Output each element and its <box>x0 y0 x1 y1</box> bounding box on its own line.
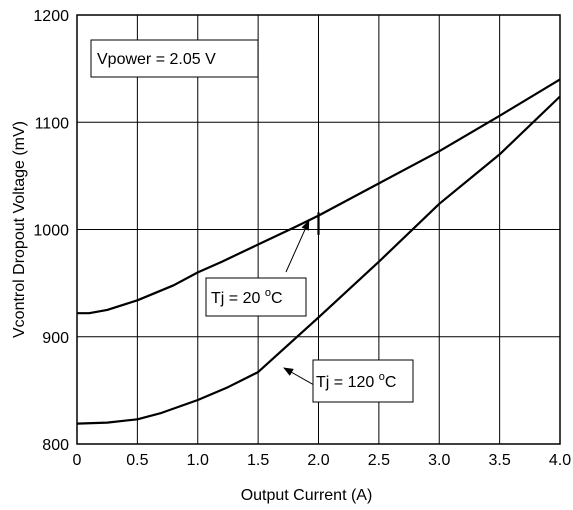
tj20-annotation-degree: o <box>265 287 271 299</box>
x-tick-label: 0.5 <box>126 452 148 469</box>
y-tick-label: 1000 <box>33 223 69 240</box>
tj20-annotation-base: Tj = 20 <box>211 290 265 307</box>
tj20-annotation-box <box>205 277 307 317</box>
x-axis-label: Output Current (A) <box>241 487 373 504</box>
x-tick-label: 3.5 <box>489 452 511 469</box>
y-tick-label: 800 <box>42 437 69 454</box>
tj20-annotation-unit: C <box>271 290 283 307</box>
x-tick-label: 2.0 <box>307 452 329 469</box>
y-tick-labels: 800 900 1000 1100 1200 <box>33 8 69 454</box>
series-lines <box>76 78 561 425</box>
y-tick-label: 1100 <box>35 115 70 132</box>
tj120-annotation-box <box>312 359 414 403</box>
tj120-annotation-unit: C <box>385 374 397 391</box>
tj120-annotation-base: Tj = 120 <box>316 374 379 391</box>
x-tick-label: 0 <box>73 452 82 469</box>
vpower-annotation-box <box>90 39 259 78</box>
tj20-arrow <box>285 220 310 273</box>
series-line-0 <box>77 78 561 315</box>
tj20-annotation: Tj = 20 oC <box>211 287 283 307</box>
tj120-annotation-degree: o <box>379 371 385 383</box>
tj120-annotation: Tj = 120 oC <box>316 371 396 391</box>
plot-frame <box>76 14 561 445</box>
tj120-arrow <box>283 367 315 386</box>
x-tick-label: 1.5 <box>247 452 269 469</box>
x-tick-label: 4.0 <box>549 452 571 469</box>
y-tick-label: 1200 <box>33 8 69 25</box>
y-axis-label: Vcontrol Dropout Voltage (mV) <box>11 121 28 338</box>
x-tick-labels: 0 0.5 1.0 1.5 2.0 2.5 3.0 3.5 4.0 <box>73 452 572 469</box>
vpower-annotation: Vpower = 2.05 V <box>97 51 216 68</box>
series-line-1 <box>76 95 561 425</box>
x-tick-label: 2.5 <box>368 452 390 469</box>
y-tick-label: 900 <box>42 330 69 347</box>
x-tick-label: 1.0 <box>187 452 209 469</box>
x-tick-label: 3.0 <box>428 452 450 469</box>
